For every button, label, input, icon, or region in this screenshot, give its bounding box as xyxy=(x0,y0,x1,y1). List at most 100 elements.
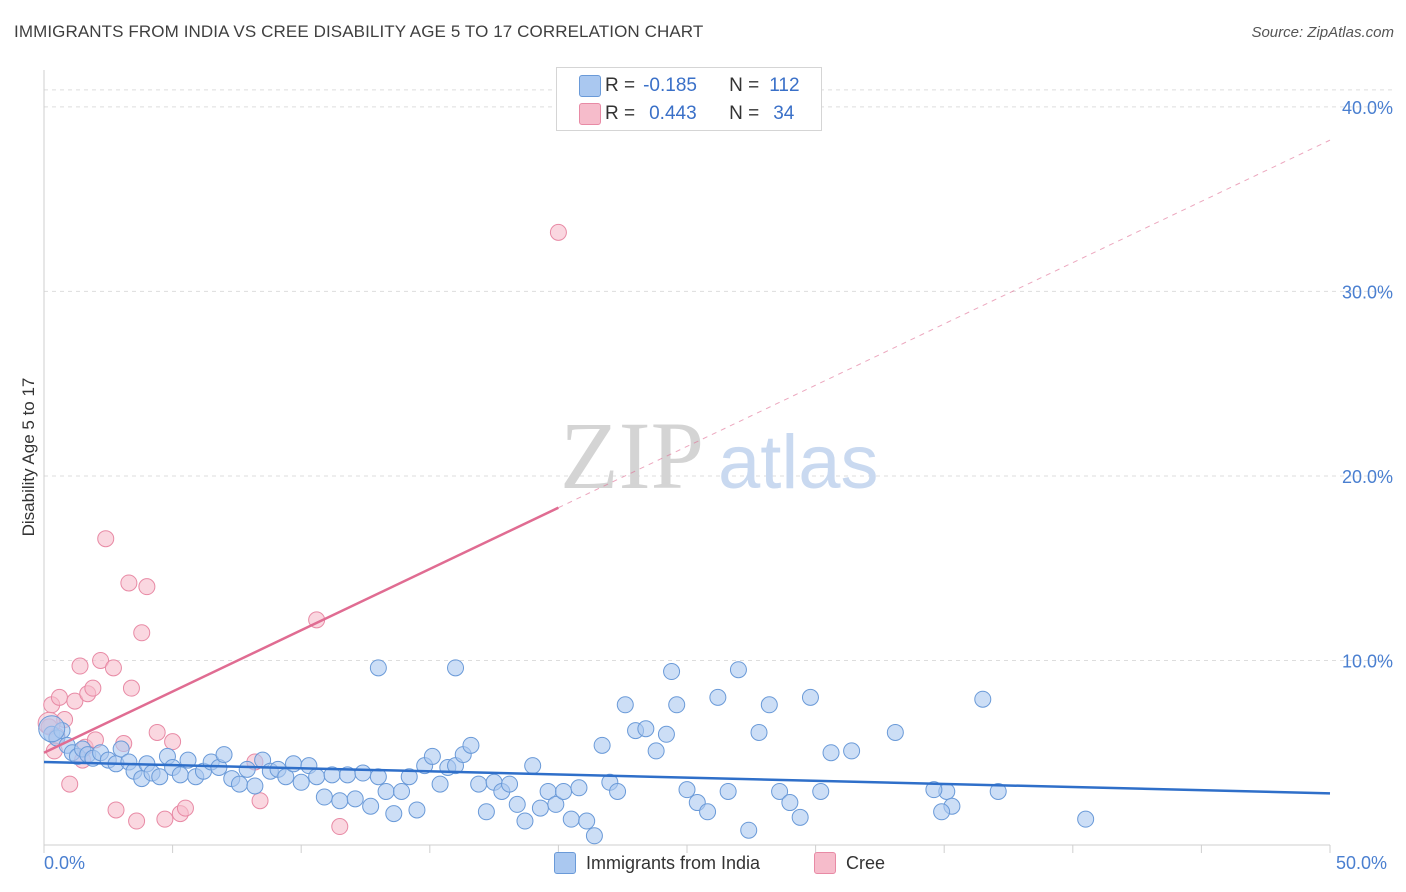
india-point xyxy=(843,742,861,760)
india-point xyxy=(308,768,326,786)
legend-row-cree: R = 0.443 N = 34 xyxy=(579,100,795,128)
india-points xyxy=(38,659,1095,845)
india-point xyxy=(331,792,349,810)
india-point xyxy=(423,747,441,765)
india-point xyxy=(246,777,264,795)
y-tick-label: 20.0% xyxy=(1342,467,1393,487)
cree-point xyxy=(50,688,68,706)
india-point xyxy=(740,821,758,839)
india-point xyxy=(562,810,580,828)
india-point xyxy=(578,812,596,830)
cree-swatch xyxy=(579,103,601,125)
india-point xyxy=(699,803,717,821)
cree-point xyxy=(251,792,269,810)
india-point xyxy=(585,827,603,845)
cree-point xyxy=(176,799,194,817)
india-point xyxy=(886,723,904,741)
india-point xyxy=(524,757,542,775)
chart-title: IMMIGRANTS FROM INDIA VS CREE DISABILITY… xyxy=(14,22,704,41)
cree-point xyxy=(107,801,125,819)
india-point xyxy=(377,782,395,800)
india-point xyxy=(447,659,465,677)
india-point xyxy=(315,788,333,806)
india-point xyxy=(369,659,387,677)
india-point xyxy=(369,768,387,786)
india-point xyxy=(215,746,233,764)
india-point xyxy=(171,766,189,784)
cree-point xyxy=(331,818,349,836)
india-point xyxy=(616,696,634,714)
india-point xyxy=(151,768,169,786)
y-axis-label: Disability Age 5 to 17 xyxy=(19,378,38,537)
india-point xyxy=(179,751,197,769)
india-point xyxy=(822,744,840,762)
india-point xyxy=(663,663,681,681)
india-point xyxy=(812,782,830,800)
india-point xyxy=(933,803,951,821)
grid-lines xyxy=(44,89,1392,661)
cree-point xyxy=(61,775,79,793)
cree-point xyxy=(156,810,174,828)
india-point xyxy=(408,801,426,819)
x-tick-max: 50.0% xyxy=(1336,853,1387,873)
trend-lines xyxy=(43,139,1331,795)
india-point xyxy=(508,795,526,813)
india-point xyxy=(230,775,248,793)
india-point xyxy=(668,696,686,714)
india-point xyxy=(477,803,495,821)
india-point xyxy=(354,764,372,782)
cree-point xyxy=(128,812,146,830)
y-tick-labels: 10.0% 20.0% 30.0% 40.0% xyxy=(1342,98,1393,672)
india-point xyxy=(791,808,809,826)
india-point xyxy=(801,688,819,706)
legend-r-label: R = xyxy=(605,103,636,124)
cree-point xyxy=(71,657,89,675)
india-point xyxy=(729,661,747,679)
india-point xyxy=(593,736,611,754)
india-point xyxy=(555,782,573,800)
cree-legend-label: Cree xyxy=(846,852,886,873)
india-point xyxy=(760,696,778,714)
india-point xyxy=(547,795,565,813)
watermark: ZIP atlas xyxy=(560,402,879,509)
cree-point xyxy=(148,723,166,741)
india-point xyxy=(781,794,799,812)
india-point xyxy=(637,720,655,738)
india-point xyxy=(709,688,727,706)
cree-legend-swatch xyxy=(814,852,836,874)
y-tick-label: 30.0% xyxy=(1342,282,1393,302)
svg-text:atlas: atlas xyxy=(718,420,879,505)
india-point xyxy=(647,742,665,760)
india-point xyxy=(657,725,675,743)
india-point xyxy=(238,760,256,778)
legend-r-value: 0.443 xyxy=(649,103,697,124)
india-point xyxy=(362,797,380,815)
india-trend-line xyxy=(43,760,1331,795)
cree-trend-line xyxy=(43,506,559,754)
india-point xyxy=(431,775,449,793)
x-tick-min: 0.0% xyxy=(44,853,85,873)
cree-point xyxy=(138,578,156,596)
legend-r-label: R = xyxy=(605,75,636,96)
india-point xyxy=(678,781,696,799)
india-swatch xyxy=(579,75,601,97)
india-point xyxy=(750,723,768,741)
legend-row-india: R = -0.185 N = 112 xyxy=(579,72,800,100)
cree-point xyxy=(66,692,84,710)
legend-n-value: 34 xyxy=(773,103,795,124)
cree-point xyxy=(104,659,122,677)
y-tick-label: 10.0% xyxy=(1342,651,1393,671)
india-point xyxy=(400,768,418,786)
cree-point xyxy=(122,679,140,697)
india-point xyxy=(974,690,992,708)
india-point xyxy=(609,782,627,800)
india-point xyxy=(385,805,403,823)
bottom-legend-cree: Cree xyxy=(814,852,885,874)
legend-n-label: N = xyxy=(729,75,760,96)
india-point xyxy=(989,782,1007,800)
legend-n-value: 112 xyxy=(769,75,800,96)
india-legend-swatch xyxy=(554,852,576,874)
india-legend-label: Immigrants from India xyxy=(586,852,761,873)
stats-legend: R = -0.185 N = 112 R = 0.443 N = 34 xyxy=(556,67,822,131)
india-point xyxy=(462,736,480,754)
